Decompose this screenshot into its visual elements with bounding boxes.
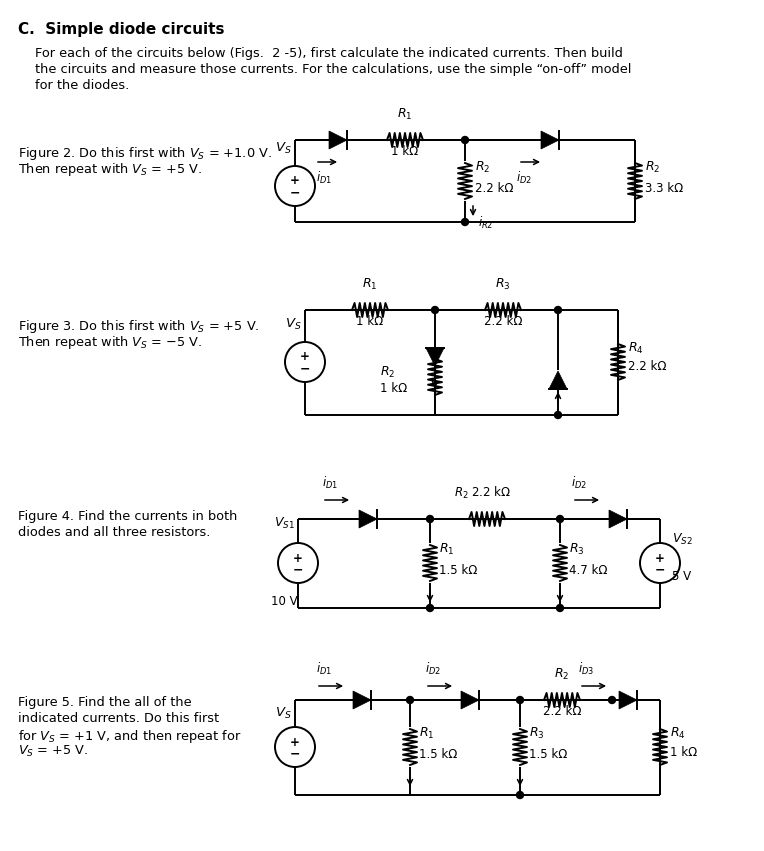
Text: $V_S$: $V_S$ <box>285 317 301 332</box>
Polygon shape <box>426 348 444 366</box>
Text: C.  Simple diode circuits: C. Simple diode circuits <box>18 22 225 37</box>
Circle shape <box>555 412 562 419</box>
Text: 1.5 kΩ: 1.5 kΩ <box>419 749 458 762</box>
Text: diodes and all three resistors.: diodes and all three resistors. <box>18 526 210 539</box>
Text: $V_{S2}$: $V_{S2}$ <box>672 532 693 546</box>
Text: $R_2$: $R_2$ <box>380 364 395 380</box>
Text: $R_1$: $R_1$ <box>362 277 377 292</box>
Text: $i_{D1}$: $i_{D1}$ <box>316 661 332 677</box>
Polygon shape <box>329 131 347 149</box>
Text: +: + <box>655 551 665 564</box>
Polygon shape <box>359 510 377 528</box>
Text: $i_{D2}$: $i_{D2}$ <box>516 170 532 186</box>
Text: For each of the circuits below (Figs.  2 -5), first calculate the indicated curr: For each of the circuits below (Figs. 2 … <box>35 47 623 60</box>
Circle shape <box>426 604 433 612</box>
Circle shape <box>516 696 523 704</box>
Text: for the diodes.: for the diodes. <box>35 79 129 92</box>
Text: 2.2 kΩ: 2.2 kΩ <box>484 315 523 328</box>
Circle shape <box>608 696 616 704</box>
Text: for $V_S$ = +1 V, and then repeat for: for $V_S$ = +1 V, and then repeat for <box>18 728 241 745</box>
Text: the circuits and measure those currents. For the calculations, use the simple “o: the circuits and measure those currents.… <box>35 63 631 76</box>
Text: −: − <box>293 563 303 576</box>
Circle shape <box>461 219 468 226</box>
Text: $R_1$: $R_1$ <box>397 107 413 122</box>
Text: $R_3$: $R_3$ <box>529 725 545 740</box>
Text: 1 kΩ: 1 kΩ <box>670 745 698 758</box>
Text: $V_{S1}$: $V_{S1}$ <box>274 516 294 531</box>
Text: $i_{R2}$: $i_{R2}$ <box>478 215 494 231</box>
Polygon shape <box>619 691 637 709</box>
Text: 1.5 kΩ: 1.5 kΩ <box>529 749 568 762</box>
Text: $i_{D2}$: $i_{D2}$ <box>571 475 587 491</box>
Text: −: − <box>299 363 310 375</box>
Circle shape <box>555 306 562 313</box>
Text: $i_{D1}$: $i_{D1}$ <box>322 475 338 491</box>
Text: 4.7 kΩ: 4.7 kΩ <box>569 564 607 578</box>
Polygon shape <box>609 510 627 528</box>
Text: 2.2 kΩ: 2.2 kΩ <box>475 182 513 196</box>
Text: +: + <box>290 174 300 187</box>
Circle shape <box>556 604 564 612</box>
Text: $R_2$: $R_2$ <box>555 667 570 682</box>
Circle shape <box>406 696 413 704</box>
Polygon shape <box>353 691 371 709</box>
Circle shape <box>432 306 439 313</box>
Text: Then repeat with $V_S$ = −5 V.: Then repeat with $V_S$ = −5 V. <box>18 334 202 351</box>
Text: $R_2$ 2.2 kΩ: $R_2$ 2.2 kΩ <box>454 485 510 501</box>
Polygon shape <box>461 691 479 709</box>
Text: $R_2$: $R_2$ <box>645 159 660 174</box>
Text: −: − <box>290 747 300 761</box>
Text: Figure 4. Find the currents in both: Figure 4. Find the currents in both <box>18 510 238 523</box>
Text: $i_{D3}$: $i_{D3}$ <box>578 661 594 677</box>
Circle shape <box>556 516 564 523</box>
Text: Figure 3. Do this first with $V_S$ = +5 V.: Figure 3. Do this first with $V_S$ = +5 … <box>18 318 260 335</box>
Text: +: + <box>290 735 300 749</box>
Text: $V_S$: $V_S$ <box>275 141 291 156</box>
Text: $R_4$: $R_4$ <box>628 340 643 356</box>
Text: $R_3$: $R_3$ <box>495 277 511 292</box>
Circle shape <box>516 791 523 798</box>
Text: $R_2$: $R_2$ <box>475 159 490 174</box>
Text: +: + <box>293 551 303 564</box>
Text: 10 V: 10 V <box>270 595 297 608</box>
Text: +: + <box>300 351 310 363</box>
Text: Then repeat with $V_S$ = +5 V.: Then repeat with $V_S$ = +5 V. <box>18 161 202 178</box>
Text: $V_S$ = +5 V.: $V_S$ = +5 V. <box>18 744 89 759</box>
Text: 3.3 kΩ: 3.3 kΩ <box>645 182 683 196</box>
Circle shape <box>461 136 468 144</box>
Text: 1 kΩ: 1 kΩ <box>380 382 407 396</box>
Text: 5 V: 5 V <box>672 570 691 584</box>
Text: 2.2 kΩ: 2.2 kΩ <box>542 705 581 718</box>
Text: $R_3$: $R_3$ <box>569 541 584 557</box>
Text: 1.5 kΩ: 1.5 kΩ <box>439 564 478 578</box>
Text: 1 kΩ: 1 kΩ <box>391 145 419 158</box>
Text: $R_1$: $R_1$ <box>419 725 435 740</box>
Polygon shape <box>549 371 567 389</box>
Polygon shape <box>541 131 559 149</box>
Text: −: − <box>655 563 665 576</box>
Text: $R_4$: $R_4$ <box>670 725 685 740</box>
Text: 2.2 kΩ: 2.2 kΩ <box>628 361 666 374</box>
Text: $i_{D2}$: $i_{D2}$ <box>425 661 441 677</box>
Text: indicated currents. Do this first: indicated currents. Do this first <box>18 712 219 725</box>
Text: Figure 2. Do this first with $V_S$ = +1.0 V.: Figure 2. Do this first with $V_S$ = +1.… <box>18 145 272 162</box>
Text: $V_S$: $V_S$ <box>275 705 291 721</box>
Text: $i_{D1}$: $i_{D1}$ <box>316 170 332 186</box>
Text: 1 kΩ: 1 kΩ <box>356 315 384 328</box>
Circle shape <box>426 516 433 523</box>
Text: −: − <box>290 186 300 199</box>
Text: Figure 5. Find the all of the: Figure 5. Find the all of the <box>18 696 192 709</box>
Text: $R_1$: $R_1$ <box>439 541 455 557</box>
